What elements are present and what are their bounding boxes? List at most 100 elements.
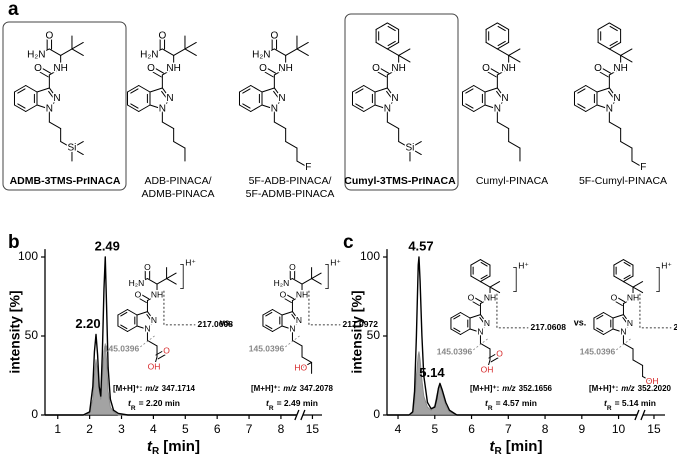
bond (632, 286, 644, 294)
bond (596, 327, 604, 333)
x-tick-label: 7 (246, 422, 253, 436)
bond (36, 69, 49, 78)
bond (301, 356, 313, 363)
bond (387, 25, 396, 32)
y-tick-label: 0 (31, 407, 38, 421)
bond (486, 66, 499, 74)
bond (136, 296, 147, 303)
bond (642, 375, 653, 383)
y-tick-label: 50 (367, 328, 381, 342)
bond (461, 85, 475, 93)
ion-label: [M+H]⁺: m/z 352.1656 (470, 384, 553, 393)
bond (273, 67, 287, 76)
bond (48, 121, 62, 130)
bond (146, 313, 152, 321)
bond (632, 359, 644, 366)
bond (151, 66, 164, 74)
bond (386, 87, 396, 99)
bond (496, 67, 510, 76)
comparison-label: vs. (574, 317, 587, 327)
atom-label: N (144, 324, 150, 334)
bond (120, 324, 128, 330)
retention-value: = 2.49 min (277, 398, 318, 408)
bond (596, 69, 609, 78)
atom-label: N (384, 104, 391, 115)
bond (117, 325, 128, 332)
bond (311, 272, 322, 280)
bond (296, 48, 309, 56)
bond (153, 356, 158, 368)
atom-label: O (468, 292, 475, 302)
bond (17, 103, 26, 109)
atom-label: N (606, 104, 613, 115)
fragment-line (163, 290, 196, 326)
bond (398, 141, 411, 149)
peak-label: 4.57 (408, 238, 433, 253)
bond (351, 85, 365, 93)
bond (602, 312, 614, 319)
mz-value: 352.1656 (519, 384, 553, 393)
bond (374, 69, 387, 78)
bond (573, 85, 587, 93)
ion: [M+H]⁺: (251, 384, 280, 393)
bond (479, 297, 491, 305)
bond (13, 85, 27, 93)
bond (469, 328, 481, 333)
x-tick-label: 6 (214, 422, 221, 436)
bond (311, 278, 322, 285)
atom-label: Si (406, 143, 415, 154)
atom-label: N (477, 327, 483, 337)
ion-label: [M+H]⁺: m/z 347.2078 (251, 384, 334, 393)
bond (573, 104, 587, 112)
bond (138, 292, 150, 300)
bond (161, 67, 175, 76)
bond (386, 121, 400, 130)
bond (126, 85, 140, 93)
bond (597, 41, 610, 50)
atom-label: F (305, 162, 311, 173)
x-tick-label: 5 (431, 422, 438, 436)
bond (490, 355, 502, 363)
ion: [M+H]⁺: (113, 384, 142, 393)
bond (608, 67, 622, 76)
bond (602, 328, 614, 335)
bond (450, 328, 461, 335)
mz-label: m/z (283, 384, 296, 393)
bond (620, 48, 633, 56)
bond (242, 88, 251, 94)
bond (301, 278, 313, 285)
x-tick-label: 4 (395, 422, 402, 436)
bond (38, 66, 51, 74)
fragment-line (496, 293, 529, 329)
bond (496, 41, 510, 50)
bond (488, 352, 499, 359)
y-tick-label: 50 (25, 328, 39, 342)
bond (273, 98, 283, 110)
axis-variable: t (266, 398, 270, 408)
bond (386, 41, 400, 50)
atom-label: N (46, 104, 53, 115)
bond (608, 22, 622, 30)
bond (161, 90, 168, 99)
bond (622, 342, 634, 350)
axis-subscript: R (495, 446, 503, 457)
bond (608, 87, 618, 99)
retention-label: tR = 2.49 min (266, 398, 318, 411)
bond (242, 103, 251, 109)
bond (17, 88, 26, 94)
bond (484, 69, 497, 78)
bond (496, 90, 503, 99)
bond (593, 328, 604, 335)
fragment-line (639, 293, 672, 329)
bond (35, 48, 50, 56)
bond (623, 261, 631, 267)
bond (608, 121, 622, 130)
x-tick-label: 5 (182, 422, 189, 436)
atom-label: N (159, 104, 166, 115)
bond (497, 25, 506, 32)
atom-label: N (53, 93, 60, 104)
atom-label: OH (148, 362, 161, 372)
axis-subscript: R (488, 405, 493, 412)
charge-bracket (180, 264, 184, 289)
bond (285, 141, 298, 149)
